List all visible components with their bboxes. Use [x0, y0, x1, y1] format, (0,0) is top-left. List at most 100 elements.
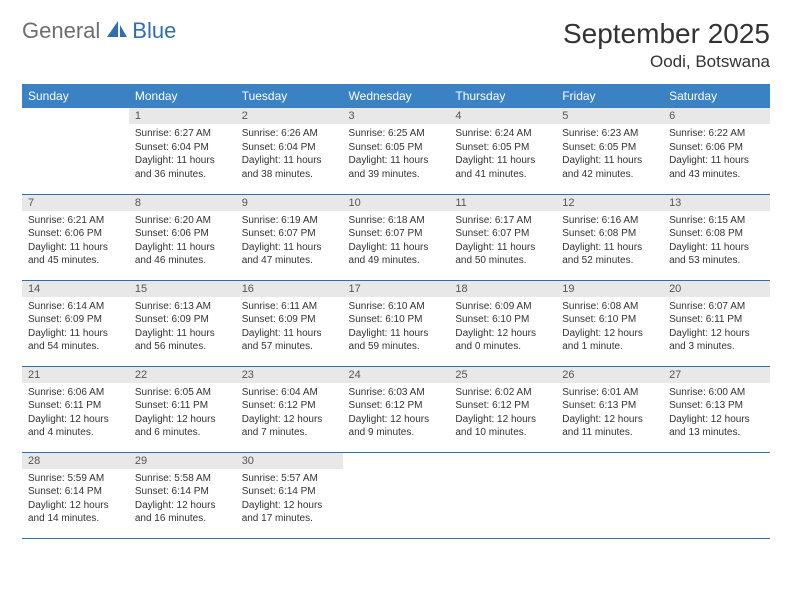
calendar-cell: 1Sunrise: 6:27 AMSunset: 6:04 PMDaylight… [129, 108, 236, 194]
day-number: 15 [129, 281, 236, 297]
day-number: 8 [129, 195, 236, 211]
calendar-cell: 10Sunrise: 6:18 AMSunset: 6:07 PMDayligh… [343, 194, 450, 280]
day-content: Sunrise: 6:02 AMSunset: 6:12 PMDaylight:… [449, 383, 556, 444]
day-number: 21 [22, 367, 129, 383]
day-number: 1 [129, 108, 236, 124]
day-content: Sunrise: 6:22 AMSunset: 6:06 PMDaylight:… [663, 124, 770, 185]
weekday-header: Sunday [22, 84, 129, 108]
brand-blue: Blue [132, 18, 176, 44]
calendar-cell: 14Sunrise: 6:14 AMSunset: 6:09 PMDayligh… [22, 280, 129, 366]
weekday-header: Friday [556, 84, 663, 108]
day-number: 9 [236, 195, 343, 211]
calendar-cell: 8Sunrise: 6:20 AMSunset: 6:06 PMDaylight… [129, 194, 236, 280]
day-number: 6 [663, 108, 770, 124]
day-number: 22 [129, 367, 236, 383]
weekday-header: Monday [129, 84, 236, 108]
day-content: Sunrise: 6:11 AMSunset: 6:09 PMDaylight:… [236, 297, 343, 358]
day-content: Sunrise: 6:23 AMSunset: 6:05 PMDaylight:… [556, 124, 663, 185]
day-number: 18 [449, 281, 556, 297]
calendar-cell: 30Sunrise: 5:57 AMSunset: 6:14 PMDayligh… [236, 452, 343, 538]
day-number: 27 [663, 367, 770, 383]
day-content: Sunrise: 6:05 AMSunset: 6:11 PMDaylight:… [129, 383, 236, 444]
weekday-header: Tuesday [236, 84, 343, 108]
calendar-cell: 23Sunrise: 6:04 AMSunset: 6:12 PMDayligh… [236, 366, 343, 452]
calendar-cell: 3Sunrise: 6:25 AMSunset: 6:05 PMDaylight… [343, 108, 450, 194]
calendar-week-row: 7Sunrise: 6:21 AMSunset: 6:06 PMDaylight… [22, 194, 770, 280]
calendar-week-row: 28Sunrise: 5:59 AMSunset: 6:14 PMDayligh… [22, 452, 770, 538]
day-content: Sunrise: 6:20 AMSunset: 6:06 PMDaylight:… [129, 211, 236, 272]
day-content: Sunrise: 6:03 AMSunset: 6:12 PMDaylight:… [343, 383, 450, 444]
calendar-cell: 24Sunrise: 6:03 AMSunset: 6:12 PMDayligh… [343, 366, 450, 452]
day-content: Sunrise: 6:14 AMSunset: 6:09 PMDaylight:… [22, 297, 129, 358]
day-content: Sunrise: 6:21 AMSunset: 6:06 PMDaylight:… [22, 211, 129, 272]
weekday-header: Saturday [663, 84, 770, 108]
calendar-cell: 6Sunrise: 6:22 AMSunset: 6:06 PMDaylight… [663, 108, 770, 194]
day-content: Sunrise: 5:59 AMSunset: 6:14 PMDaylight:… [22, 469, 129, 530]
day-content: Sunrise: 6:24 AMSunset: 6:05 PMDaylight:… [449, 124, 556, 185]
day-content: Sunrise: 6:07 AMSunset: 6:11 PMDaylight:… [663, 297, 770, 358]
day-content: Sunrise: 6:27 AMSunset: 6:04 PMDaylight:… [129, 124, 236, 185]
day-number: 17 [343, 281, 450, 297]
brand-logo: General Blue [22, 18, 176, 44]
day-content: Sunrise: 5:57 AMSunset: 6:14 PMDaylight:… [236, 469, 343, 530]
day-content: Sunrise: 6:25 AMSunset: 6:05 PMDaylight:… [343, 124, 450, 185]
calendar-cell [556, 452, 663, 538]
calendar-cell: 16Sunrise: 6:11 AMSunset: 6:09 PMDayligh… [236, 280, 343, 366]
day-number: 29 [129, 453, 236, 469]
day-number: 5 [556, 108, 663, 124]
weekday-header: Thursday [449, 84, 556, 108]
day-number: 10 [343, 195, 450, 211]
day-content: Sunrise: 6:18 AMSunset: 6:07 PMDaylight:… [343, 211, 450, 272]
day-content: Sunrise: 6:13 AMSunset: 6:09 PMDaylight:… [129, 297, 236, 358]
day-number: 23 [236, 367, 343, 383]
day-content: Sunrise: 6:06 AMSunset: 6:11 PMDaylight:… [22, 383, 129, 444]
header: General Blue September 2025 Oodi, Botswa… [22, 18, 770, 72]
calendar-week-row: 14Sunrise: 6:14 AMSunset: 6:09 PMDayligh… [22, 280, 770, 366]
day-content: Sunrise: 6:09 AMSunset: 6:10 PMDaylight:… [449, 297, 556, 358]
calendar-cell: 18Sunrise: 6:09 AMSunset: 6:10 PMDayligh… [449, 280, 556, 366]
brand-general: General [22, 18, 100, 44]
calendar-cell: 9Sunrise: 6:19 AMSunset: 6:07 PMDaylight… [236, 194, 343, 280]
calendar-cell: 29Sunrise: 5:58 AMSunset: 6:14 PMDayligh… [129, 452, 236, 538]
day-content: Sunrise: 6:15 AMSunset: 6:08 PMDaylight:… [663, 211, 770, 272]
day-content: Sunrise: 5:58 AMSunset: 6:14 PMDaylight:… [129, 469, 236, 530]
title-block: September 2025 Oodi, Botswana [563, 18, 770, 72]
calendar-cell: 15Sunrise: 6:13 AMSunset: 6:09 PMDayligh… [129, 280, 236, 366]
day-number: 24 [343, 367, 450, 383]
calendar-cell [663, 452, 770, 538]
calendar-cell: 26Sunrise: 6:01 AMSunset: 6:13 PMDayligh… [556, 366, 663, 452]
day-content: Sunrise: 6:04 AMSunset: 6:12 PMDaylight:… [236, 383, 343, 444]
location: Oodi, Botswana [563, 52, 770, 72]
calendar-cell: 12Sunrise: 6:16 AMSunset: 6:08 PMDayligh… [556, 194, 663, 280]
day-content: Sunrise: 6:00 AMSunset: 6:13 PMDaylight:… [663, 383, 770, 444]
day-content: Sunrise: 6:17 AMSunset: 6:07 PMDaylight:… [449, 211, 556, 272]
calendar-cell [449, 452, 556, 538]
day-number: 14 [22, 281, 129, 297]
calendar-cell [343, 452, 450, 538]
day-number: 4 [449, 108, 556, 124]
calendar-cell: 20Sunrise: 6:07 AMSunset: 6:11 PMDayligh… [663, 280, 770, 366]
day-content: Sunrise: 6:16 AMSunset: 6:08 PMDaylight:… [556, 211, 663, 272]
day-number: 2 [236, 108, 343, 124]
weekday-header: Wednesday [343, 84, 450, 108]
calendar-header-row: SundayMondayTuesdayWednesdayThursdayFrid… [22, 84, 770, 108]
day-content: Sunrise: 6:01 AMSunset: 6:13 PMDaylight:… [556, 383, 663, 444]
calendar-cell: 22Sunrise: 6:05 AMSunset: 6:11 PMDayligh… [129, 366, 236, 452]
calendar-cell: 13Sunrise: 6:15 AMSunset: 6:08 PMDayligh… [663, 194, 770, 280]
calendar-week-row: 1Sunrise: 6:27 AMSunset: 6:04 PMDaylight… [22, 108, 770, 194]
calendar-cell: 27Sunrise: 6:00 AMSunset: 6:13 PMDayligh… [663, 366, 770, 452]
calendar-cell: 7Sunrise: 6:21 AMSunset: 6:06 PMDaylight… [22, 194, 129, 280]
day-number: 3 [343, 108, 450, 124]
day-content: Sunrise: 6:10 AMSunset: 6:10 PMDaylight:… [343, 297, 450, 358]
day-number: 20 [663, 281, 770, 297]
calendar-cell: 28Sunrise: 5:59 AMSunset: 6:14 PMDayligh… [22, 452, 129, 538]
day-number: 19 [556, 281, 663, 297]
day-number: 13 [663, 195, 770, 211]
calendar-cell: 11Sunrise: 6:17 AMSunset: 6:07 PMDayligh… [449, 194, 556, 280]
calendar-cell: 19Sunrise: 6:08 AMSunset: 6:10 PMDayligh… [556, 280, 663, 366]
day-number: 7 [22, 195, 129, 211]
day-number: 11 [449, 195, 556, 211]
day-number: 30 [236, 453, 343, 469]
calendar-table: SundayMondayTuesdayWednesdayThursdayFrid… [22, 84, 770, 539]
day-content: Sunrise: 6:08 AMSunset: 6:10 PMDaylight:… [556, 297, 663, 358]
